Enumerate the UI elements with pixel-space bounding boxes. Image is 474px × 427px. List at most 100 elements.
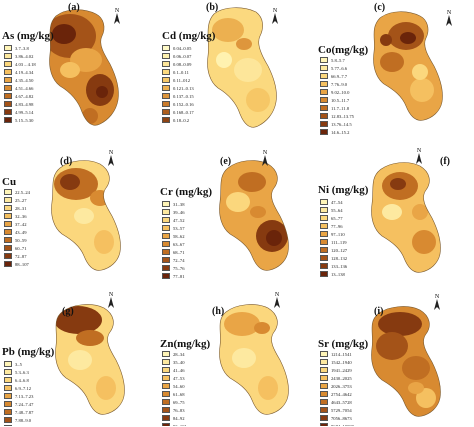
legend-label: 6.4–6.8 — [15, 377, 29, 383]
panel-title: Cu — [2, 176, 17, 188]
legend-swatch — [4, 393, 12, 399]
legend-swatch — [162, 265, 170, 271]
legend-item: 4.67–4.82 — [4, 92, 36, 100]
north-arrow-icon: N — [416, 148, 422, 164]
svg-text:N: N — [273, 8, 278, 14]
legend-item: 120–127 — [320, 246, 347, 254]
legend-swatch — [4, 53, 12, 59]
legend-label: 13.76–14.5 — [331, 121, 352, 127]
legend-label: 4.19–4.34 — [15, 69, 34, 75]
legend-item: 35–40 — [162, 358, 187, 366]
legend-item: 5.77–6.6 — [320, 64, 354, 72]
legend-item: 68–71 — [162, 248, 184, 256]
legend-swatch — [320, 415, 328, 421]
legend-item: 128–132 — [320, 254, 347, 262]
legend-item: 25–27 — [4, 196, 30, 204]
svg-text:N: N — [115, 8, 120, 14]
legend-label: 0.152–0.16 — [173, 101, 194, 107]
legend-label: 25–27 — [15, 197, 27, 203]
panel-label: (i) — [374, 306, 384, 317]
legend-label: 4.67–4.82 — [15, 93, 34, 99]
legend-label: 28–34 — [173, 351, 185, 357]
legend-label: 7.48–7.87 — [15, 409, 34, 415]
sr-map — [371, 306, 441, 417]
legend-label: 0.137–0.15 — [173, 93, 194, 99]
legend-label: 7.76–9.0 — [331, 81, 348, 87]
legend-item: 7.76–9.0 — [320, 80, 354, 88]
legend-item: 111–119 — [320, 238, 347, 246]
legend-item: 65–77 — [320, 214, 347, 222]
legend-swatch — [4, 69, 12, 75]
legend-label: 28–31 — [15, 205, 27, 211]
legend-label: 47–52 — [173, 217, 185, 223]
legend-swatch — [162, 399, 170, 405]
legend-label: 88–107 — [15, 261, 29, 267]
legend-swatch — [162, 209, 170, 215]
legend-swatch — [4, 401, 12, 407]
svg-text:N: N — [263, 150, 268, 156]
legend-item: 9.02–10.0 — [320, 88, 354, 96]
legend-swatch — [4, 425, 12, 426]
legend-swatch — [162, 201, 170, 207]
legend-label: 14.6–15.2 — [331, 129, 350, 135]
legend-swatch — [320, 121, 328, 127]
legend-swatch — [320, 129, 328, 135]
legend-label: 22.5–24 — [15, 189, 30, 195]
legend-swatch — [320, 73, 328, 79]
legend-swatch — [4, 93, 12, 99]
legend-swatch — [162, 257, 170, 263]
legend-swatch — [320, 231, 328, 237]
legend-label: 5.3–6.3 — [15, 369, 29, 375]
cd-map — [207, 7, 277, 128]
legend-swatch — [320, 105, 328, 111]
legend-swatch — [320, 239, 328, 245]
legend-item: 7056–8673 — [320, 414, 354, 422]
legend: 31–38 39–46 47–52 53–57 58–62 63–67 68–71 72–74… — [162, 200, 184, 280]
svg-text:N: N — [447, 10, 452, 16]
legend-item: 72–74 — [162, 256, 184, 264]
legend-item: 10.5–11.7 — [320, 96, 354, 104]
legend-item: 7.13–7.23 — [4, 392, 34, 400]
legend-label: 50–59 — [15, 237, 27, 243]
legend-item: 2026–3753 — [320, 382, 354, 390]
legend-label: 0.06–0.07 — [173, 53, 192, 59]
legend-label: 54–60 — [173, 383, 185, 389]
legend-swatch — [162, 383, 170, 389]
legend-label: 9.1 – 11. 2 — [15, 426, 34, 427]
legend-swatch — [320, 367, 328, 373]
legend-item: 0.152–0.16 — [162, 100, 194, 108]
legend-item: 3–5 — [4, 360, 34, 368]
legend-label: 7.88–9.0 — [15, 417, 32, 423]
legend-swatch — [162, 225, 170, 231]
legend-swatch — [162, 367, 170, 373]
legend-label: 4643–5728 — [331, 399, 352, 405]
legend-swatch — [162, 217, 170, 223]
legend-label: 93–101 — [173, 423, 187, 427]
legend-item: 5729–7054 — [320, 406, 354, 414]
legend-swatch — [320, 57, 328, 63]
legend-label: 31–38 — [173, 201, 185, 207]
panel-label: (a) — [68, 2, 80, 13]
cu-map — [51, 160, 121, 271]
legend-swatch — [4, 245, 12, 251]
legend-swatch — [162, 351, 170, 357]
legend-item: 6.4–6.8 — [4, 376, 34, 384]
legend-swatch — [162, 109, 170, 115]
legend-label: 5.15–5.30 — [15, 117, 34, 123]
legend-item: 31–38 — [162, 200, 184, 208]
legend-swatch — [320, 207, 328, 213]
legend-swatch — [4, 261, 12, 267]
legend-label: 58–62 — [173, 233, 185, 239]
legend-swatch — [320, 423, 328, 426]
legend-label: 35–40 — [173, 359, 185, 365]
svg-text:N: N — [275, 292, 280, 298]
panel-title: Cd (mg/kg) — [162, 30, 216, 42]
legend-label: 39–46 — [173, 209, 185, 215]
panel-title: Co(mg/kg) — [318, 44, 369, 56]
map-panel-pb: (g) Pb (mg/kg) 3–5 5.3–6.3 6.4–6.8 6.9–7.12… — [0, 284, 158, 426]
legend-label: 55–64 — [331, 207, 343, 213]
legend-label: 63–67 — [173, 241, 185, 247]
legend-swatch — [4, 85, 12, 91]
map-panel-sr: (i) Sr (mg/kg) 1214–1541 1542–1940 1941–24… — [316, 284, 474, 426]
legend-item: 13.76–14.5 — [320, 120, 354, 128]
